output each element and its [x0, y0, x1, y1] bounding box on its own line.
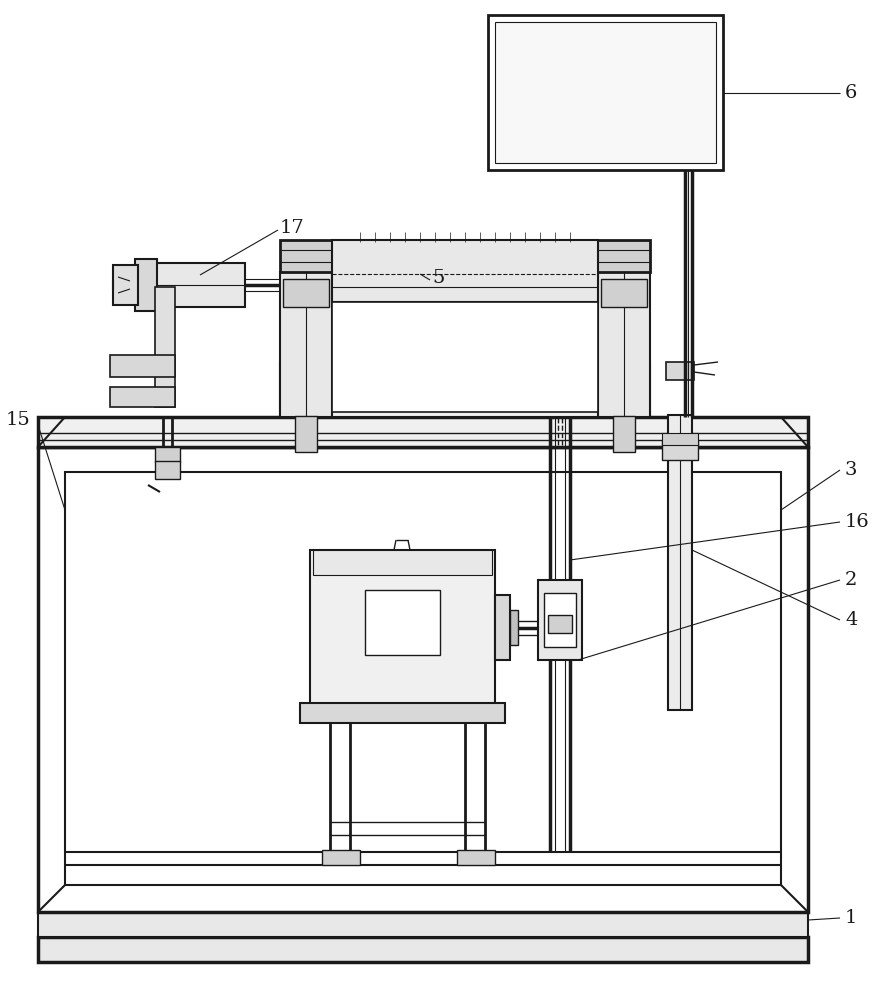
Bar — [155, 461, 180, 479]
Bar — [457, 850, 495, 865]
Text: 3: 3 — [845, 461, 857, 479]
Bar — [598, 272, 650, 417]
Bar — [280, 272, 332, 417]
Bar — [495, 22, 716, 163]
Text: 5: 5 — [432, 269, 445, 287]
Bar — [38, 447, 808, 912]
Bar — [538, 580, 582, 660]
Bar — [332, 240, 598, 302]
Text: 6: 6 — [845, 84, 857, 102]
Bar — [662, 433, 698, 445]
Bar — [280, 240, 650, 272]
Bar — [332, 302, 598, 412]
Bar — [38, 937, 808, 962]
Bar — [283, 279, 329, 307]
Bar — [65, 472, 781, 885]
Bar — [280, 362, 650, 417]
Bar — [313, 550, 492, 575]
Bar — [668, 415, 692, 710]
Bar — [544, 593, 576, 647]
Bar — [295, 416, 317, 452]
Bar — [110, 387, 175, 407]
Bar — [113, 265, 138, 305]
Bar — [488, 15, 723, 170]
Bar — [666, 362, 694, 380]
Bar — [510, 610, 518, 645]
Bar — [155, 447, 180, 462]
Text: 15: 15 — [5, 411, 30, 429]
Bar — [601, 279, 647, 307]
Bar — [495, 595, 510, 660]
Text: 17: 17 — [280, 219, 305, 237]
Bar — [365, 590, 440, 655]
Text: 4: 4 — [845, 611, 857, 629]
Bar — [155, 263, 245, 307]
Bar — [38, 912, 808, 937]
Text: 1: 1 — [845, 909, 857, 927]
Bar — [548, 615, 572, 633]
Bar — [662, 440, 698, 460]
Bar — [310, 550, 495, 705]
Bar — [300, 703, 505, 723]
Bar — [322, 850, 360, 865]
Bar — [613, 416, 635, 452]
Bar — [110, 355, 175, 377]
Bar — [38, 417, 808, 447]
Text: 2: 2 — [845, 571, 857, 589]
Text: 16: 16 — [845, 513, 870, 531]
Bar — [135, 259, 157, 311]
Bar — [155, 287, 175, 407]
